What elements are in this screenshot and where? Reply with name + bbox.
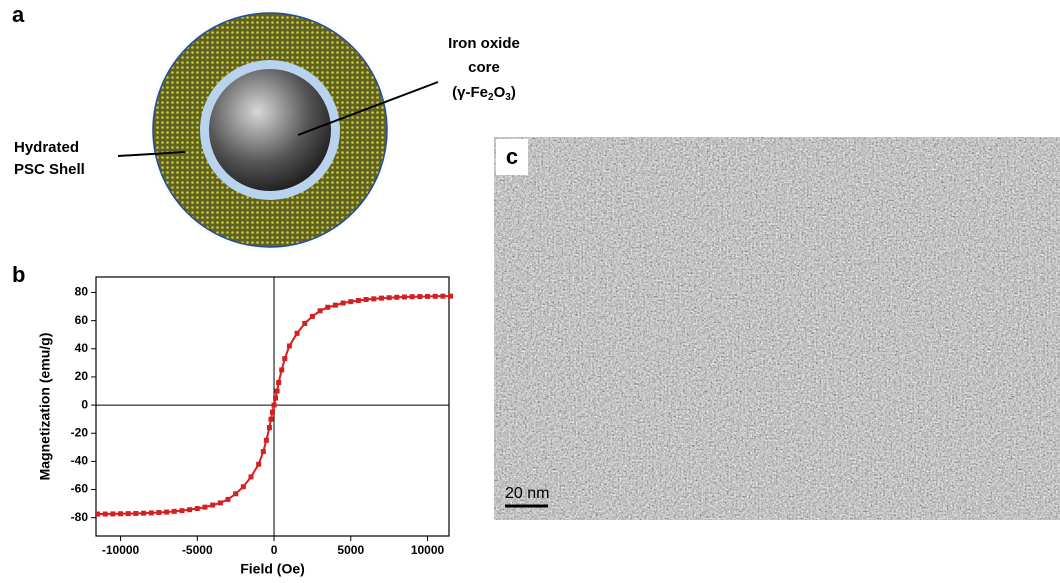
- data-point: [379, 296, 384, 301]
- data-point: [348, 299, 353, 304]
- data-point: [279, 367, 284, 372]
- data-point: [241, 484, 246, 489]
- data-point: [218, 500, 223, 505]
- scale-bar-label: 20 nm: [505, 485, 549, 502]
- data-point: [187, 507, 192, 512]
- panel-label: b: [12, 262, 25, 287]
- x-tick-label: -10000: [102, 543, 140, 557]
- chart: -80 -60 -40 -20 0 20 40 60 80 -10000 -5000 0 5000 100…: [37, 277, 453, 577]
- data-point: [195, 506, 200, 511]
- data-point: [103, 512, 108, 517]
- data-point: [202, 505, 207, 510]
- data-point: [149, 510, 154, 515]
- data-point: [356, 298, 361, 303]
- y-tick-label: -40: [71, 454, 89, 468]
- data-point: [272, 403, 277, 408]
- data-point: [302, 321, 307, 326]
- data-point: [270, 410, 275, 415]
- data-point: [402, 294, 407, 299]
- data-point: [164, 510, 169, 515]
- x-tick-label: 5000: [337, 543, 364, 557]
- data-point: [318, 308, 323, 313]
- data-point: [433, 294, 438, 299]
- core-label: core: [468, 59, 500, 76]
- data-point: [110, 511, 115, 516]
- data-point: [333, 303, 338, 308]
- figure: a Iron oxide core (γ-Fe2O3) Hydrated PSC…: [0, 0, 1060, 583]
- data-point: [341, 301, 346, 306]
- y-tick-label: 40: [75, 341, 89, 355]
- data-point: [275, 389, 280, 394]
- data-point: [273, 396, 278, 401]
- tem-image: [494, 137, 1060, 520]
- data-point: [364, 297, 369, 302]
- data-point: [256, 462, 261, 467]
- data-point: [387, 295, 392, 300]
- data-point: [371, 296, 376, 301]
- data-point: [172, 509, 177, 514]
- x-tick-label: -5000: [182, 543, 213, 557]
- y-axis-label: Magnetization (emu/g): [37, 333, 53, 481]
- core-formula: (γ-Fe2O3): [452, 84, 516, 103]
- panel-label: a: [12, 2, 25, 27]
- data-point: [282, 356, 287, 361]
- data-point: [249, 474, 254, 479]
- y-tick-label: 80: [75, 285, 89, 299]
- y-tick-label: -20: [71, 425, 89, 439]
- data-point: [394, 295, 399, 300]
- data-point: [156, 510, 161, 515]
- core-label: Iron oxide: [448, 35, 520, 52]
- data-point: [295, 331, 300, 336]
- data-point: [126, 511, 131, 516]
- x-tick-label: 0: [271, 543, 278, 557]
- data-point: [287, 343, 292, 348]
- data-point: [410, 294, 415, 299]
- data-point: [261, 449, 266, 454]
- data-point: [268, 417, 273, 422]
- data-point: [310, 314, 315, 319]
- data-point: [267, 425, 272, 430]
- data-point: [95, 512, 100, 517]
- data-point: [448, 294, 453, 299]
- data-point: [425, 294, 430, 299]
- data-point: [141, 511, 146, 516]
- data-point: [179, 508, 184, 513]
- data-point: [264, 438, 269, 443]
- data-point: [225, 497, 230, 502]
- data-point: [276, 380, 281, 385]
- shell-label: Hydrated: [14, 139, 79, 156]
- x-tick-label: 10000: [411, 543, 445, 557]
- data-point: [233, 491, 238, 496]
- data-point: [325, 305, 330, 310]
- data-point: [210, 503, 215, 508]
- x-axis-label: Field (Oe): [240, 561, 305, 577]
- data-point: [417, 294, 422, 299]
- y-tick-label: 60: [75, 313, 89, 327]
- y-tick-label: -80: [71, 510, 89, 524]
- y-tick-label: -60: [71, 482, 89, 496]
- data-point: [440, 294, 445, 299]
- shell-label: PSC Shell: [14, 161, 85, 178]
- panel-label: c: [506, 144, 518, 169]
- y-tick-label: 0: [81, 397, 88, 411]
- data-point: [133, 511, 138, 516]
- data-point: [118, 511, 123, 516]
- y-tick-label: 20: [75, 369, 89, 383]
